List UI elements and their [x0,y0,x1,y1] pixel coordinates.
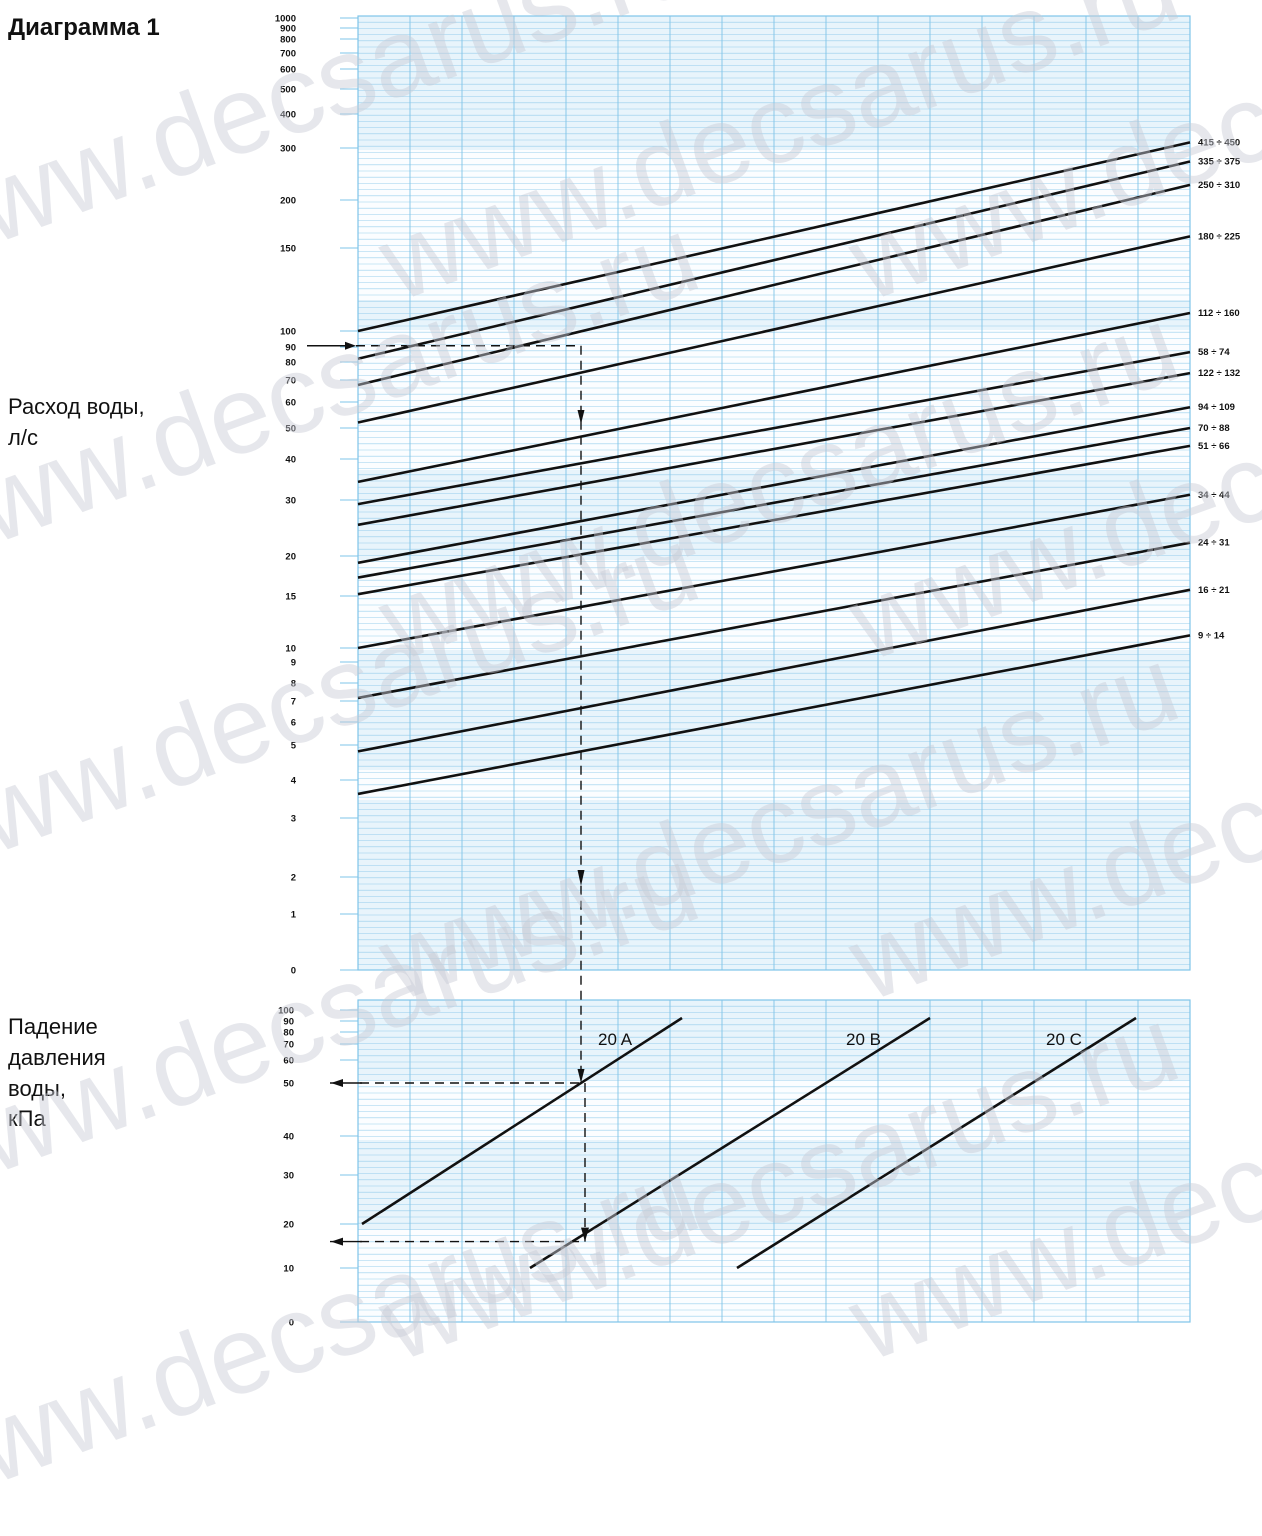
flow-series-label: 250 ÷ 310 [1198,180,1240,191]
top-y-tick-label: 6 [291,718,296,729]
top-y-tick-label: 1000 [275,14,296,25]
bottom-grid [357,999,1191,1323]
y-axis-label-pressure-line4: кПа [8,1106,46,1132]
flow-series-label: 51 ÷ 66 [1198,441,1230,452]
pressure-series-line [361,1016,683,1226]
top-y-tick-label: 70 [285,376,296,387]
y-axis-label-pressure: Падение давления воды, кПа [8,1012,106,1135]
bottom-y-tick-label: 20 [283,1220,294,1231]
example-drop-arrow-head [331,1079,343,1087]
top-y-tick-label: 300 [280,144,296,155]
flow-series-line [357,588,1191,753]
pressure-series-label: 20 A [598,1030,633,1049]
nomogram-chart: 1000900800700600500400300200150100908070… [275,14,1241,1329]
top-y-tick-label: 30 [285,496,296,507]
pressure-series-line [736,1016,1137,1270]
flow-series-line [357,371,1191,527]
bottom-y-tick-label: 80 [283,1028,294,1039]
flow-series-line [357,541,1191,700]
top-y-tick-label: 900 [280,24,296,35]
pressure-series-label: 20 C [1046,1030,1082,1049]
bottom-y-tick-label: 70 [283,1040,294,1051]
flow-series-line [357,235,1191,424]
pressure-series-label: 20 B [846,1030,881,1049]
top-y-tick-label: 8 [291,679,296,690]
top-y-tick-label: 700 [280,49,296,60]
top-y-tick-label: 10 [285,644,296,655]
top-y-tick-label: 800 [280,35,296,46]
top-y-tick-label: 0 [291,966,296,977]
top-y-tick-label: 20 [285,552,296,563]
top-y-tick-label: 80 [285,358,296,369]
flow-series-label: 122 ÷ 132 [1198,368,1240,379]
example-arrow-down-2 [577,870,585,886]
y-axis-label-flow-line1: Расход воды, [8,394,145,419]
y-axis-label-pressure-line1: Падение [8,1014,98,1039]
top-grid [357,15,1191,971]
bottom-y-tick-label: 100 [278,1006,294,1017]
y-axis-label-flow: Расход воды, л/с [8,392,145,454]
flow-series-line [357,493,1191,650]
y-axis-label-flow-line2: л/с [8,424,38,450]
top-y-tick-label: 400 [280,110,296,121]
example-arrow-in-head [345,341,356,350]
flow-series-label: 70 ÷ 88 [1198,423,1230,434]
top-y-tick-label: 1 [291,910,297,921]
bottom-plot-border [357,999,1191,1323]
top-y-tick-label: 3 [291,814,296,825]
flow-series-line [357,141,1191,333]
top-y-tick-label: 2 [291,873,296,884]
top-y-tick-label: 15 [285,592,296,603]
top-y-tick-label: 200 [280,196,296,207]
flow-series-line [357,426,1191,579]
example-drop-arrow-head [331,1237,343,1246]
top-y-tick-label: 4 [291,776,297,787]
flow-series-label: 58 ÷ 74 [1198,347,1230,358]
top-y-tick-label: 90 [285,343,296,354]
example-arrow-down-1 [577,410,585,424]
example-arrow-down-3 [581,1227,589,1242]
top-y-tick-label: 100 [280,327,296,338]
bottom-y-tick-label: 90 [283,1017,294,1028]
flow-series-line [357,350,1191,506]
bottom-y-tick-label: 60 [283,1056,294,1067]
bottom-y-tick-label: 10 [283,1264,294,1275]
top-y-tick-label: 7 [291,697,296,708]
flow-series-label: 16 ÷ 21 [1198,585,1230,596]
flow-series-line [357,160,1191,361]
top-y-tick-label: 9 [291,658,296,669]
top-plot-border [357,15,1191,971]
top-y-tick-label: 5 [291,741,297,752]
bottom-y-tick-label: 50 [283,1079,294,1090]
flow-series-label: 34 ÷ 44 [1198,490,1230,501]
example-arrow-down-4 [577,1069,585,1083]
top-y-tick-label: 600 [280,65,296,76]
bottom-y-tick-label: 40 [283,1132,294,1143]
flow-series-label: 24 ÷ 31 [1198,538,1230,549]
flow-series-line [357,444,1191,596]
flow-series-label: 112 ÷ 160 [1198,308,1240,319]
y-axis-label-pressure-line2: давления [8,1044,106,1070]
flow-series-line [357,183,1191,387]
top-y-tick-label: 500 [280,85,296,96]
pressure-series-line [529,1016,931,1270]
top-y-tick-label: 150 [280,244,296,255]
top-y-tick-label: 60 [285,398,296,409]
bottom-y-tick-label: 0 [289,1318,294,1329]
flow-series-label: 9 ÷ 14 [1198,630,1225,641]
flow-series-label: 180 ÷ 225 [1198,231,1241,242]
y-axis-label-pressure-line3: воды, [8,1075,66,1101]
bottom-y-tick-label: 30 [283,1171,294,1182]
flow-series-label: 415 ÷ 450 [1198,137,1240,148]
top-y-tick-label: 50 [285,424,296,435]
chart-title: Диаграмма 1 [8,14,160,41]
flow-series-label: 94 ÷ 109 [1198,402,1235,413]
flow-series-line [357,311,1191,484]
flow-series-line [357,634,1191,796]
flow-series-line [357,405,1191,565]
top-y-tick-label: 40 [285,455,296,466]
flow-series-label: 335 ÷ 375 [1198,157,1241,168]
